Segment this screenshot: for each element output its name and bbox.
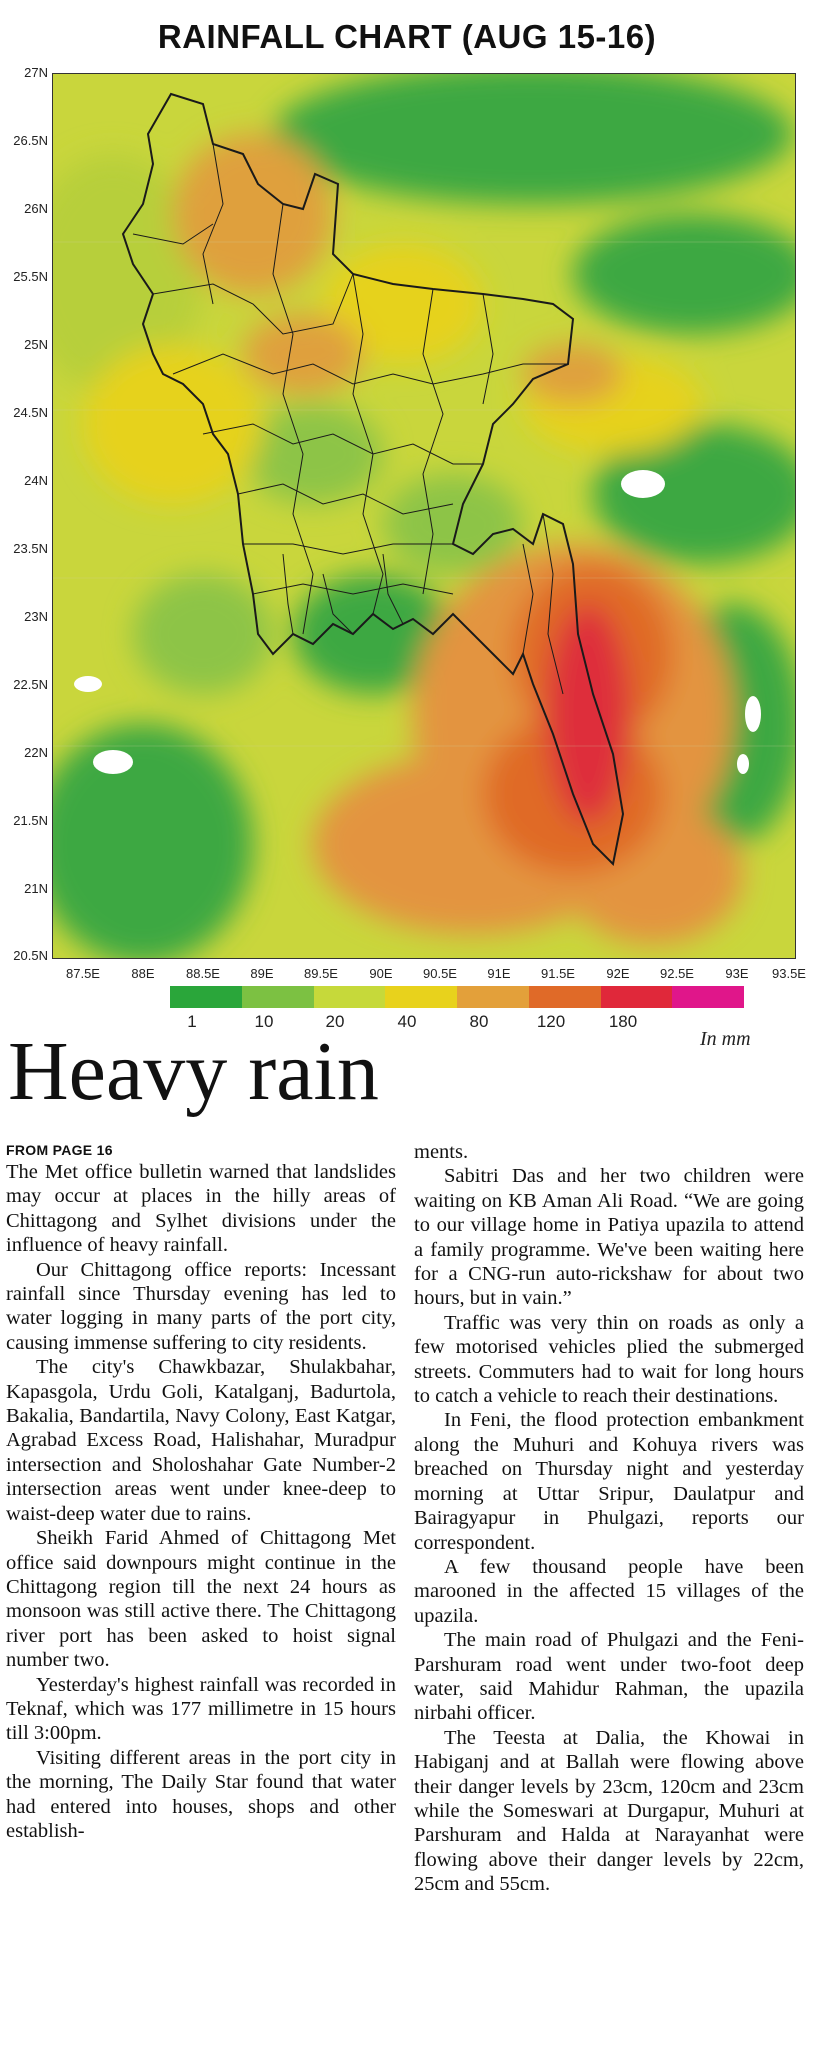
x-tick-label: 92E xyxy=(606,966,630,981)
unit-label: In mm xyxy=(700,1028,751,1050)
y-tick-label: 27N xyxy=(24,65,48,80)
y-tick-label: 21.5N xyxy=(13,813,48,828)
x-tick-label: 88.5E xyxy=(186,966,220,981)
x-tick-label: 91.5E xyxy=(541,966,575,981)
x-tick-label: 89.5E xyxy=(304,966,338,981)
legend-swatch xyxy=(170,986,242,1008)
article-column-left: FROM PAGE 16 The Met office bulletin war… xyxy=(6,1140,396,1843)
legend-label: 120 xyxy=(536,1012,566,1031)
y-tick-label: 26N xyxy=(24,201,48,216)
paragraph: In Feni, the flood protection embankment… xyxy=(414,1409,804,1554)
rainfall-map-graphic xyxy=(53,74,795,958)
x-tick-label: 91E xyxy=(487,966,511,981)
legend-swatch xyxy=(528,986,601,1008)
paragraph: Visiting different areas in the port cit… xyxy=(6,1746,396,1842)
paragraph: A few thousand people have been marooned… xyxy=(414,1555,804,1627)
x-tick-label: 92.5E xyxy=(660,966,694,981)
y-tick-label: 24N xyxy=(24,473,48,488)
rainfall-map xyxy=(52,73,796,959)
y-tick-label: 20.5N xyxy=(13,948,48,963)
x-tick-label: 90.5E xyxy=(423,966,457,981)
y-tick-label: 21N xyxy=(24,881,48,896)
y-tick-label: 24.5N xyxy=(13,405,48,420)
y-tick-label: 22N xyxy=(24,745,48,760)
legend-swatch xyxy=(672,986,744,1008)
y-tick-label: 23.5N xyxy=(13,541,48,556)
legend-label: 180 xyxy=(608,1012,638,1031)
x-tick-label: 93.5E xyxy=(772,966,806,981)
y-tick-label: 22.5N xyxy=(13,677,48,692)
article-column-right: ments. Sabitri Das and her two children … xyxy=(414,1140,804,1897)
paragraph: The main road of Phulgazi and the Feni-P… xyxy=(414,1629,804,1725)
legend-swatch xyxy=(385,986,457,1008)
paragraph: The city's Chawkbazar, Shulakbahar, Kapa… xyxy=(6,1356,396,1525)
paragraph: The Met office bulletin warned that land… xyxy=(6,1161,396,1257)
x-tick-label: 89E xyxy=(250,966,274,981)
chart-title: RAINFALL CHART (AUG 15-16) xyxy=(157,18,657,55)
paragraph: Sheikh Farid Ahmed of Chittagong Met off… xyxy=(6,1527,396,1672)
paragraph: Traffic was very thin on roads as only a… xyxy=(414,1311,804,1408)
legend-label: 1 xyxy=(187,1012,197,1031)
paragraph: ments. xyxy=(414,1141,469,1163)
legend-swatch xyxy=(457,986,529,1008)
from-page-label: FROM PAGE 16 xyxy=(6,1142,113,1158)
y-tick-label: 25.5N xyxy=(13,269,48,284)
legend-label: 10 xyxy=(254,1012,274,1031)
legend-swatch xyxy=(241,986,314,1008)
legend-label: 80 xyxy=(469,1012,489,1031)
y-tick-label: 26.5N xyxy=(13,133,48,148)
paragraph: Our Chittagong office reports: Incessant… xyxy=(6,1258,396,1354)
paragraph: The Teesta at Dalia, the Khowai in Habig… xyxy=(414,1726,804,1896)
rainfall-color-legend xyxy=(170,986,744,1008)
y-tick-label: 25N xyxy=(24,337,48,352)
paragraph: Yesterday's highest rainfall was recorde… xyxy=(6,1673,396,1745)
x-tick-label: 87.5E xyxy=(66,966,100,981)
legend-label: 40 xyxy=(397,1012,417,1031)
legend-label: 20 xyxy=(325,1012,345,1031)
x-tick-label: 90E xyxy=(369,966,393,981)
y-tick-label: 23N xyxy=(24,609,48,624)
headline: Heavy rain xyxy=(8,1025,379,1118)
legend-swatch xyxy=(600,986,673,1008)
x-tick-label: 93E xyxy=(725,966,749,981)
paragraph: Sabitri Das and her two children were wa… xyxy=(414,1165,804,1310)
x-tick-label: 88E xyxy=(131,966,155,981)
legend-swatch xyxy=(313,986,386,1008)
